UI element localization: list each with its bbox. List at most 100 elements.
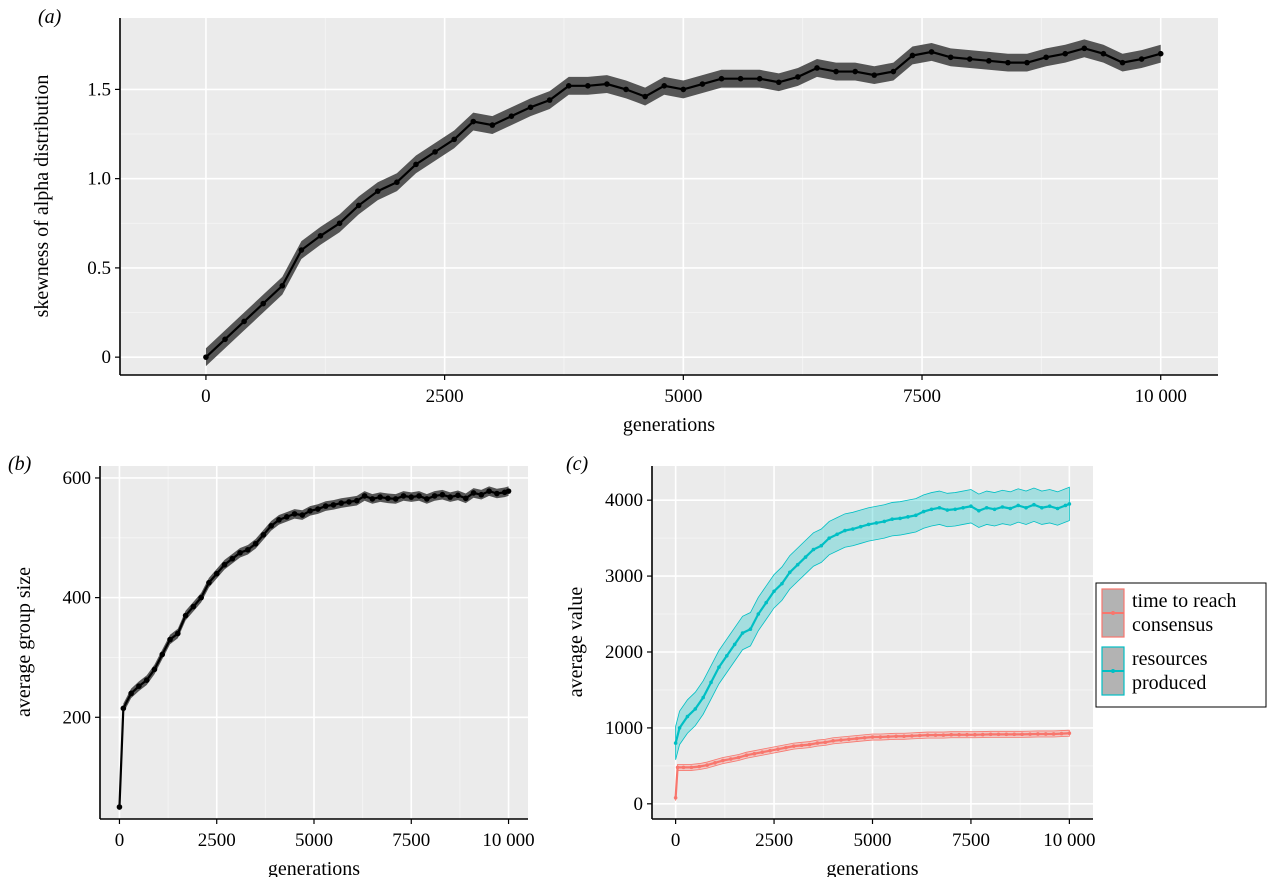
data-point (276, 517, 282, 523)
data-point (854, 736, 859, 741)
data-point (1000, 505, 1005, 509)
data-point (1100, 50, 1107, 57)
data-point (725, 653, 729, 658)
data-point (377, 494, 383, 500)
data-point (565, 83, 572, 89)
data-point (1081, 45, 1088, 52)
data-point (374, 188, 381, 194)
data-point (1024, 59, 1030, 66)
data-point (736, 755, 741, 760)
data-point (1157, 50, 1164, 57)
data-point (685, 714, 690, 719)
y-tick-label: 200 (63, 707, 92, 728)
series-points (203, 45, 1164, 360)
data-point (298, 247, 305, 253)
data-point (937, 505, 942, 510)
x-tick-label: 5000 (295, 830, 333, 851)
data-point (862, 735, 867, 740)
data-point (966, 56, 973, 62)
data-point (508, 113, 515, 119)
legend-label: time to reach (1132, 590, 1236, 612)
data-point (996, 732, 1001, 737)
data-point (455, 492, 461, 499)
data-point (432, 149, 438, 155)
data-point (894, 734, 898, 739)
x-tick-label: 0 (115, 830, 125, 851)
data-point (852, 68, 858, 75)
data-point (833, 68, 839, 75)
data-point (1051, 732, 1056, 736)
data-point (697, 764, 702, 769)
data-point (784, 745, 788, 750)
series-points (673, 731, 1072, 800)
data-point (980, 732, 985, 737)
series-line (118, 489, 509, 808)
data-point (1008, 506, 1013, 511)
legend-key-point (1111, 611, 1115, 615)
data-point (369, 496, 376, 502)
y-tick-label: 2000 (605, 642, 643, 663)
series-points (673, 502, 1072, 745)
data-point (819, 543, 824, 548)
data-point (772, 589, 776, 594)
data-point (252, 540, 259, 547)
data-point (921, 509, 926, 514)
data-point (431, 493, 438, 499)
data-point (928, 49, 935, 55)
data-point (681, 765, 686, 770)
panel-2: 0 2500 5000 7500 10 000 200 400 600 generations a… (8, 453, 535, 877)
data-point (245, 546, 251, 553)
legend-label: produced (1132, 672, 1206, 694)
data-point (322, 503, 329, 509)
data-point (268, 523, 275, 529)
data-point (947, 54, 954, 61)
data-point (1062, 50, 1069, 57)
x-tick-label: 10 000 (1043, 830, 1095, 851)
data-point (878, 735, 883, 739)
data-point (478, 491, 485, 498)
data-point (795, 562, 800, 567)
x-tick-label: 5000 (664, 386, 702, 407)
legend-label: resources (1132, 648, 1208, 670)
data-point (159, 651, 166, 658)
data-point (814, 65, 820, 71)
data-point (780, 581, 784, 586)
data-point (705, 763, 709, 767)
x-tick-label: 5000 (854, 830, 892, 851)
x-tick-label: 7500 (952, 830, 990, 851)
data-point (673, 741, 678, 745)
data-point (336, 220, 343, 227)
data-point (737, 75, 744, 82)
data-point (136, 683, 142, 689)
plot-background (120, 18, 1218, 375)
data-point (866, 522, 871, 527)
data-point (1067, 731, 1072, 736)
data-point (394, 179, 400, 186)
data-point (890, 517, 894, 521)
data-point (447, 494, 453, 500)
x-tick-label: 10 000 (1135, 386, 1187, 407)
data-point (839, 738, 843, 742)
data-point (799, 743, 804, 748)
x-axis-label: generations (623, 414, 715, 436)
data-point (1040, 505, 1044, 510)
data-point (143, 677, 150, 683)
data-point (604, 81, 610, 87)
data-point (898, 516, 902, 521)
data-point (858, 524, 863, 529)
data-point (917, 733, 922, 738)
data-point (886, 734, 891, 739)
data-point (260, 532, 267, 538)
y-tick-label: 1.5 (87, 79, 111, 100)
data-point (843, 528, 847, 533)
data-point (1032, 502, 1036, 507)
x-tick-label: 7500 (903, 386, 941, 407)
data-point (953, 507, 957, 512)
data-point (811, 547, 816, 552)
data-point (717, 665, 721, 669)
data-point (151, 666, 158, 673)
data-point (451, 136, 457, 143)
data-point (827, 536, 831, 540)
data-point (167, 636, 173, 643)
